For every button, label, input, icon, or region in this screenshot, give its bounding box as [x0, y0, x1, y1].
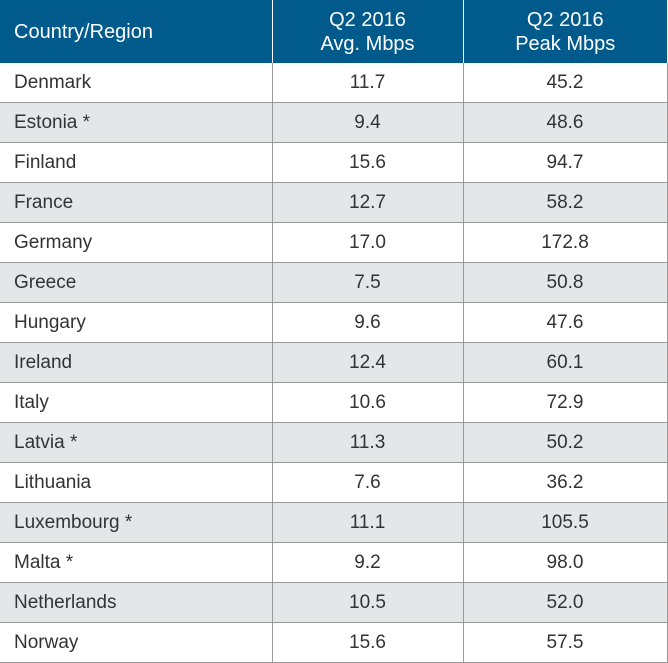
- table-row: Finland 15.6 94.7: [0, 142, 668, 183]
- header-avg-mbps: Q2 2016 Avg. Mbps: [272, 0, 464, 63]
- header-country-region: Country/Region: [0, 0, 273, 63]
- country-cell: Italy: [0, 382, 273, 423]
- table-row: Italy 10.6 72.9: [0, 382, 668, 423]
- peak-mbps-cell: 48.6: [463, 102, 668, 143]
- peak-mbps-cell: 45.2: [463, 63, 668, 103]
- header-peak-mbps: Q2 2016 Peak Mbps: [463, 0, 667, 63]
- country-cell: Greece: [0, 262, 273, 303]
- avg-mbps-cell: 17.0: [272, 222, 464, 263]
- avg-mbps-cell: 11.1: [272, 502, 464, 543]
- table-header: Country/Region Q2 2016 Avg. Mbps Q2 2016…: [0, 0, 667, 63]
- avg-mbps-cell: 9.2: [272, 542, 464, 583]
- country-cell: France: [0, 182, 273, 223]
- header-country-label: Country/Region: [14, 20, 153, 43]
- table-row: Latvia * 11.3 50.2: [0, 422, 668, 463]
- avg-mbps-cell: 9.4: [272, 102, 464, 143]
- country-cell: Lithuania: [0, 462, 273, 503]
- avg-mbps-cell: 15.6: [272, 142, 464, 183]
- country-cell: Malta *: [0, 542, 273, 583]
- table-row: Luxembourg * 11.1 105.5: [0, 502, 668, 543]
- header-avg-line1: Q2 2016: [329, 8, 406, 31]
- avg-mbps-cell: 11.3: [272, 422, 464, 463]
- country-cell: Finland: [0, 142, 273, 183]
- country-cell: Estonia *: [0, 102, 273, 143]
- table-row: France 12.7 58.2: [0, 182, 668, 223]
- avg-mbps-cell: 10.5: [272, 582, 464, 623]
- header-avg-line2: Avg. Mbps: [320, 32, 415, 55]
- peak-mbps-cell: 98.0: [463, 542, 668, 583]
- peak-mbps-cell: 60.1: [463, 342, 668, 383]
- country-cell: Norway: [0, 622, 273, 663]
- country-cell: Latvia *: [0, 422, 273, 463]
- avg-mbps-cell: 7.5: [272, 262, 464, 303]
- peak-mbps-cell: 36.2: [463, 462, 668, 503]
- peak-mbps-cell: 72.9: [463, 382, 668, 423]
- country-cell: Hungary: [0, 302, 273, 343]
- table-row: Estonia * 9.4 48.6: [0, 102, 668, 143]
- country-cell: Denmark: [0, 63, 273, 103]
- avg-mbps-cell: 11.7: [272, 63, 464, 103]
- table-row: Germany 17.0 172.8: [0, 222, 668, 263]
- avg-mbps-cell: 7.6: [272, 462, 464, 503]
- header-peak-line1: Q2 2016: [526, 8, 604, 31]
- avg-mbps-cell: 12.7: [272, 182, 464, 223]
- country-cell: Ireland: [0, 342, 273, 383]
- table-row: Lithuania 7.6 36.2: [0, 462, 668, 503]
- country-cell: Germany: [0, 222, 273, 263]
- peak-mbps-cell: 172.8: [463, 222, 668, 263]
- peak-mbps-cell: 50.8: [463, 262, 668, 303]
- avg-mbps-cell: 10.6: [272, 382, 464, 423]
- table-row: Ireland 12.4 60.1: [0, 342, 668, 383]
- country-cell: Netherlands: [0, 582, 273, 623]
- country-cell: Luxembourg *: [0, 502, 273, 543]
- peak-mbps-cell: 105.5: [463, 502, 668, 543]
- avg-mbps-cell: 12.4: [272, 342, 464, 383]
- peak-mbps-cell: 57.5: [463, 622, 668, 663]
- header-row: Country/Region Q2 2016 Avg. Mbps Q2 2016…: [0, 0, 667, 63]
- table-row: Malta * 9.2 98.0: [0, 542, 668, 583]
- table-row: Denmark 11.7 45.2: [0, 63, 668, 103]
- table-row: Greece 7.5 50.8: [0, 262, 668, 303]
- table-row: Netherlands 10.5 52.0: [0, 582, 668, 623]
- peak-mbps-cell: 47.6: [463, 302, 668, 343]
- avg-mbps-cell: 15.6: [272, 622, 464, 663]
- peak-mbps-cell: 52.0: [463, 582, 668, 623]
- header-peak-line2: Peak Mbps: [515, 32, 616, 55]
- peak-mbps-cell: 94.7: [463, 142, 668, 183]
- table-body: Denmark 11.7 45.2 Estonia * 9.4 48.6 Fin…: [0, 63, 668, 663]
- peak-mbps-cell: 58.2: [463, 182, 668, 223]
- table-row: Norway 15.6 57.5: [0, 622, 668, 663]
- avg-mbps-cell: 9.6: [272, 302, 464, 343]
- peak-mbps-cell: 50.2: [463, 422, 668, 463]
- table-row: Hungary 9.6 47.6: [0, 302, 668, 343]
